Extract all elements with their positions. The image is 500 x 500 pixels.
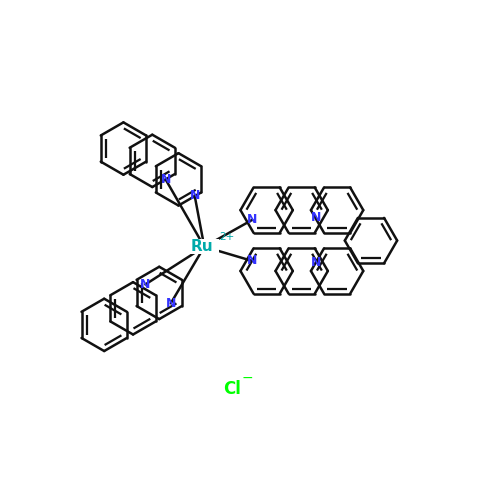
Text: N: N xyxy=(140,278,150,291)
Text: N: N xyxy=(247,214,258,226)
Text: N: N xyxy=(247,254,258,268)
Text: N: N xyxy=(190,189,200,202)
Text: −: − xyxy=(242,370,253,384)
Text: N: N xyxy=(310,212,321,224)
Text: N: N xyxy=(310,256,321,270)
Text: Ru: Ru xyxy=(191,239,214,254)
FancyBboxPatch shape xyxy=(190,239,219,254)
Text: Cl: Cl xyxy=(223,380,241,398)
Text: N: N xyxy=(166,297,176,310)
Text: N: N xyxy=(160,173,171,186)
Text: 2+: 2+ xyxy=(219,232,234,242)
